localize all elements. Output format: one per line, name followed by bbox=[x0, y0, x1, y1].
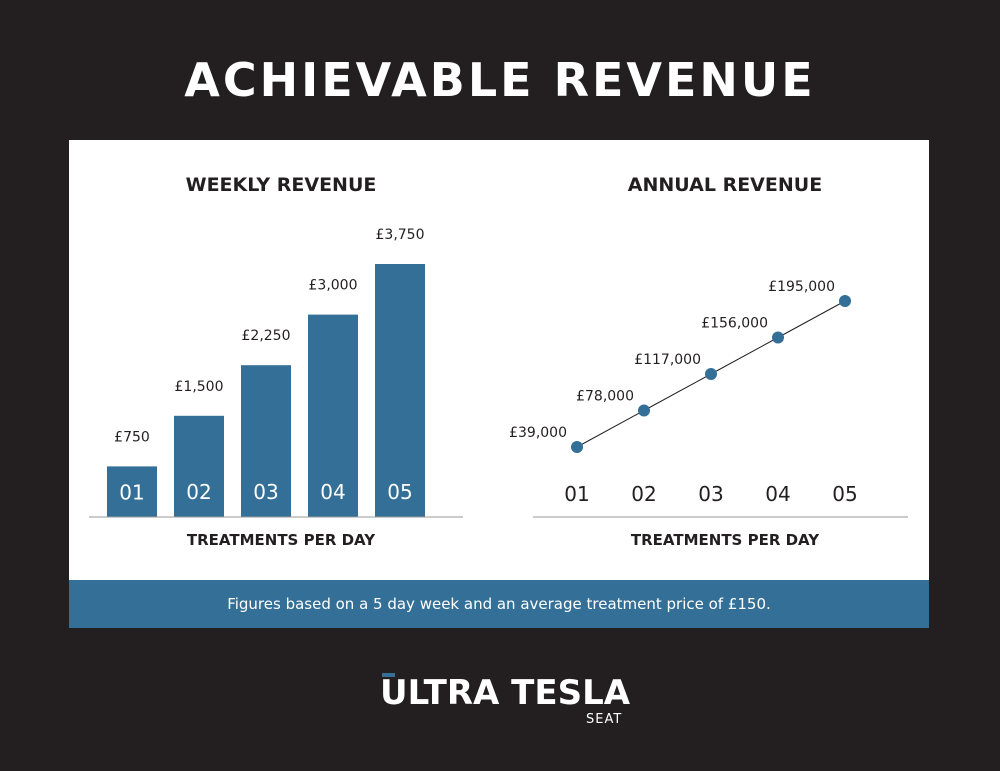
brand-name: ULTRA TESLA bbox=[380, 673, 631, 713]
weekly-value-label: £3,000 bbox=[309, 278, 358, 294]
annual-point-02 bbox=[638, 404, 650, 417]
brand-subtitle: SEAT bbox=[586, 712, 623, 727]
weekly-bar-03 bbox=[241, 365, 291, 517]
weekly-x-axis-label: TREATMENTS PER DAY bbox=[187, 531, 376, 549]
footnote-text: Figures based on a 5 day week and an ave… bbox=[227, 595, 771, 613]
annual-value-label: £195,000 bbox=[768, 279, 835, 295]
annual-value-label: £117,000 bbox=[634, 352, 701, 368]
annual-point-01 bbox=[571, 441, 583, 453]
annual-value-label: £156,000 bbox=[701, 316, 768, 332]
annual-revenue-chart: £39,000 01 £78,000 02 £117,000 03 £156,000 04 £1… bbox=[509, 279, 858, 506]
weekly-bar-05 bbox=[375, 264, 425, 517]
weekly-category-label: 01 bbox=[119, 481, 144, 505]
annual-point-04 bbox=[772, 331, 784, 344]
annual-category-label: 04 bbox=[765, 482, 790, 506]
annual-category-label: 05 bbox=[832, 482, 857, 506]
weekly-value-label: £3,750 bbox=[376, 227, 425, 243]
annual-point-03 bbox=[705, 368, 717, 380]
brand-accent-mark bbox=[382, 673, 395, 677]
annual-category-label: 03 bbox=[698, 482, 723, 506]
weekly-revenue-chart: £750 01 £1,500 02 £2,250 03 £3,000 04 £3,750 05 bbox=[107, 227, 425, 517]
weekly-category-label: 05 bbox=[387, 480, 412, 504]
page-title: ACHIEVABLE REVENUE bbox=[184, 53, 816, 107]
annual-category-label: 02 bbox=[631, 482, 656, 506]
annual-category-label: 01 bbox=[564, 482, 589, 506]
annual-point-05 bbox=[839, 295, 851, 307]
weekly-value-label: £1,500 bbox=[175, 379, 224, 395]
weekly-bar-02 bbox=[174, 415, 224, 517]
weekly-category-label: 03 bbox=[253, 480, 278, 504]
charts-canvas: WEEKLY REVENUE ANNUAL REVENUE £750 01 £1,5… bbox=[89, 174, 908, 549]
annual-x-axis-label: TREATMENTS PER DAY bbox=[631, 531, 820, 549]
brand-logo: ULTRA TESLA SEAT bbox=[380, 668, 640, 738]
annual-value-label: £78,000 bbox=[576, 389, 634, 405]
weekly-value-label: £750 bbox=[114, 429, 150, 445]
annual-revenue-title: ANNUAL REVENUE bbox=[628, 174, 822, 196]
charts-panel: WEEKLY REVENUE ANNUAL REVENUE £750 01 £1,5… bbox=[69, 140, 929, 580]
weekly-category-label: 04 bbox=[320, 480, 345, 504]
weekly-category-label: 02 bbox=[186, 480, 211, 504]
weekly-revenue-title: WEEKLY REVENUE bbox=[186, 174, 377, 196]
weekly-bar-04 bbox=[308, 314, 358, 517]
annual-value-label: £39,000 bbox=[509, 425, 567, 441]
footnote-bar: Figures based on a 5 day week and an ave… bbox=[69, 580, 929, 628]
weekly-bar-01 bbox=[107, 466, 157, 517]
weekly-value-label: £2,250 bbox=[242, 328, 291, 344]
